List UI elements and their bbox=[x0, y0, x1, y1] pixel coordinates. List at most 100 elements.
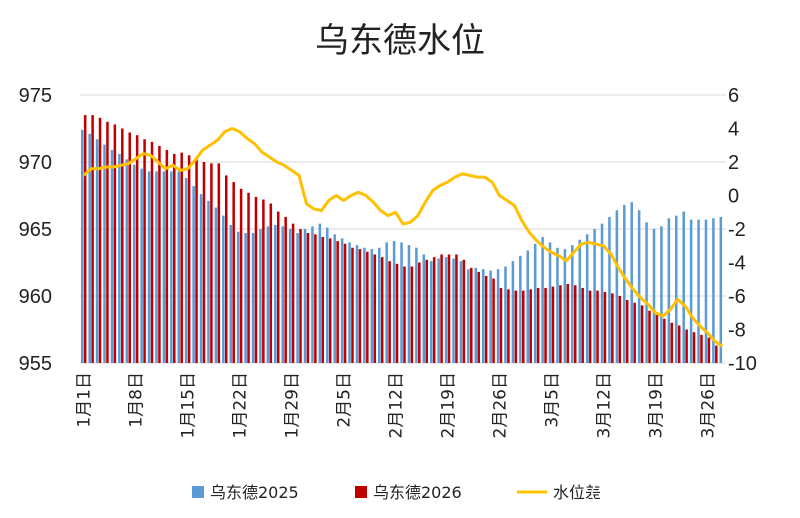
x-tick-label: 1月15日 bbox=[179, 372, 199, 438]
bar-2025 bbox=[519, 255, 522, 363]
bar-2026 bbox=[328, 238, 332, 363]
bar-2026 bbox=[98, 117, 102, 363]
y-left-tick-label: 960 bbox=[19, 286, 52, 308]
x-tick-label: 3月12日 bbox=[595, 372, 615, 438]
bar-2026 bbox=[663, 318, 666, 363]
bar-2026 bbox=[410, 266, 414, 363]
bar-2026 bbox=[358, 249, 362, 363]
bar-2025 bbox=[244, 233, 247, 363]
y-right-tick-label: 2 bbox=[728, 152, 739, 174]
bar-2025 bbox=[132, 164, 136, 363]
bar-2026 bbox=[247, 192, 250, 363]
bar-2025 bbox=[400, 242, 403, 363]
bar-2026 bbox=[677, 325, 681, 363]
bar-2026 bbox=[306, 233, 310, 363]
bar-2025 bbox=[125, 159, 129, 363]
bar-2025 bbox=[548, 242, 552, 363]
y-right-tick-label: -6 bbox=[728, 286, 746, 308]
bar-2026 bbox=[640, 305, 644, 363]
bar-2026 bbox=[284, 216, 287, 363]
bar-2025 bbox=[340, 238, 344, 363]
bar-2026 bbox=[83, 115, 87, 363]
x-tick-label: 1月8日 bbox=[127, 372, 147, 428]
x-ticks: 1月1日 1月8日 1月15日 1月22日 1月29日 2月5日 2月12日 2月19日 2月2… bbox=[75, 372, 719, 438]
legend-swatch bbox=[355, 486, 367, 498]
bar-2026 bbox=[573, 285, 577, 363]
bar-2026 bbox=[522, 290, 525, 363]
bar-2026 bbox=[150, 141, 154, 363]
x-tick-label: 2月19日 bbox=[439, 372, 459, 438]
legend: 乌东德2025 乌东德2026 水位差 bbox=[192, 483, 601, 502]
bar-2025 bbox=[593, 229, 596, 363]
bar-2025 bbox=[355, 245, 359, 363]
y-left-ticks: 955 960 965 970 975 bbox=[19, 85, 52, 375]
bar-2026 bbox=[113, 124, 117, 363]
bar-2026 bbox=[217, 163, 221, 363]
bar-2025 bbox=[407, 245, 411, 363]
bar-2026 bbox=[581, 287, 584, 363]
watermark: 雪球：刺猬偷腥 bbox=[591, 482, 740, 505]
x-tick-label: 2月5日 bbox=[335, 372, 355, 428]
bar-2026 bbox=[544, 287, 547, 363]
bar-2026 bbox=[566, 283, 570, 363]
bar-2025 bbox=[563, 249, 567, 363]
bars-2026-series bbox=[83, 115, 718, 363]
bar-2025 bbox=[704, 219, 708, 363]
bar-2026 bbox=[106, 121, 109, 363]
bar-2026 bbox=[707, 337, 711, 363]
bar-2026 bbox=[299, 229, 302, 363]
bar-2026 bbox=[611, 293, 614, 363]
bar-2025 bbox=[377, 247, 381, 363]
bar-2025 bbox=[236, 231, 240, 363]
y-left-tick-label: 965 bbox=[19, 219, 52, 241]
bar-2025 bbox=[184, 178, 188, 363]
bar-2026 bbox=[388, 261, 391, 363]
bar-2025 bbox=[214, 207, 218, 363]
bar-2026 bbox=[403, 266, 406, 363]
bar-2026 bbox=[625, 300, 629, 363]
bar-2026 bbox=[121, 128, 124, 363]
bars-2025-series bbox=[80, 129, 723, 363]
bar-2026 bbox=[366, 251, 369, 363]
bar-2026 bbox=[128, 132, 131, 363]
bar-2026 bbox=[596, 290, 599, 363]
bar-2025 bbox=[585, 234, 589, 363]
x-tick-label: 2月26日 bbox=[491, 372, 511, 438]
bar-2025 bbox=[385, 242, 388, 363]
bar-2025 bbox=[370, 249, 374, 363]
bar-2026 bbox=[633, 302, 636, 363]
bar-2025 bbox=[95, 139, 99, 363]
bar-2026 bbox=[685, 329, 688, 363]
bar-2026 bbox=[551, 286, 555, 363]
grid-layer bbox=[80, 94, 726, 364]
bar-2025 bbox=[318, 223, 322, 363]
bar-2025 bbox=[541, 237, 544, 363]
x-tick-label: 1月22日 bbox=[231, 372, 251, 438]
snowball-logo-icon bbox=[591, 482, 613, 504]
bar-2025 bbox=[274, 224, 277, 363]
y-right-tick-label: -4 bbox=[728, 253, 746, 275]
bar-2026 bbox=[336, 241, 339, 363]
bar-2025 bbox=[326, 227, 329, 363]
bar-2026 bbox=[700, 334, 703, 363]
bar-2025 bbox=[147, 171, 151, 363]
bar-2025 bbox=[667, 218, 671, 363]
bar-2025 bbox=[600, 223, 604, 363]
bar-2025 bbox=[88, 133, 91, 363]
bar-2025 bbox=[162, 171, 166, 363]
bar-2026 bbox=[143, 139, 146, 363]
bar-2026 bbox=[232, 182, 235, 363]
bar-2026 bbox=[291, 223, 295, 363]
x-tick-label: 3月19日 bbox=[647, 372, 667, 438]
bar-2026 bbox=[425, 259, 429, 363]
y-right-tick-label: 6 bbox=[728, 85, 739, 107]
x-tick-label: 3月26日 bbox=[698, 372, 718, 438]
bar-2025 bbox=[526, 250, 530, 363]
bar-2026 bbox=[477, 271, 480, 363]
bar-2026 bbox=[373, 254, 377, 363]
y-right-tick-label: -2 bbox=[728, 219, 746, 241]
bar-2026 bbox=[655, 314, 659, 363]
bar-2025 bbox=[511, 261, 515, 363]
bar-2025 bbox=[630, 202, 633, 363]
